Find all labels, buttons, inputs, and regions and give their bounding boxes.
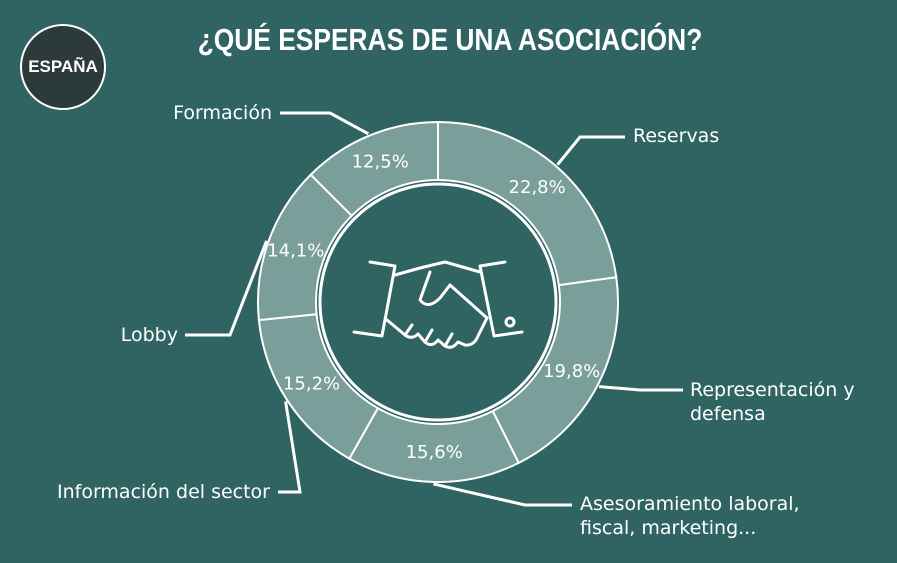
handshake-icon [352,260,524,349]
category-label: Información del sector [56,481,270,503]
category-label: Representación y defensa [690,379,855,425]
leader-line [280,111,370,136]
value-label: 22,8% [509,177,566,198]
category-label: Reservas [633,125,720,147]
category-label: Formación [173,102,272,124]
leader-line [185,240,268,337]
category-label: Asesoramiento laboral, fiscal, marketing… [580,493,800,539]
inner-ring [318,182,558,422]
leader-line [598,385,683,392]
leader-line [556,135,625,166]
donut-segment [309,120,439,218]
value-label: 12,5% [352,151,409,172]
value-label: 14,1% [267,240,324,261]
value-label: 15,2% [283,374,340,395]
category-label: Lobby [120,324,178,346]
badge: ESPAÑA [20,24,106,110]
value-label: 15,6% [406,442,463,463]
leader-line [433,482,572,507]
leader-line [278,401,302,494]
value-label: 19,8% [543,361,600,382]
donut-segment [437,120,618,287]
chart-title: ¿QUÉ ESPERAS DE UNA ASOCIACIÓN? [197,22,703,57]
